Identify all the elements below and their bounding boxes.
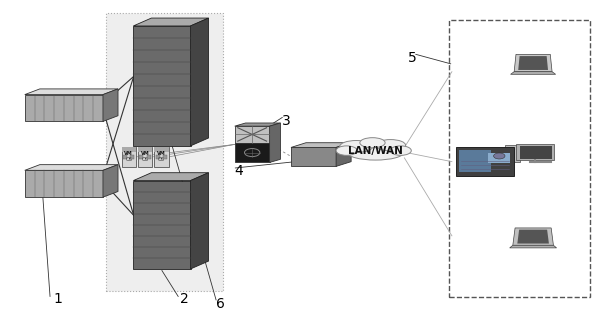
Bar xyxy=(154,147,169,167)
Text: 1: 1 xyxy=(54,292,62,306)
Polygon shape xyxy=(511,72,556,74)
Polygon shape xyxy=(25,89,118,94)
Polygon shape xyxy=(133,181,191,269)
Bar xyxy=(122,147,136,167)
Text: OS: OS xyxy=(158,157,165,162)
Ellipse shape xyxy=(376,139,406,151)
Polygon shape xyxy=(133,26,191,146)
Bar xyxy=(138,147,153,152)
Text: VM: VM xyxy=(140,151,150,156)
Polygon shape xyxy=(510,245,557,248)
Bar xyxy=(520,146,552,158)
Polygon shape xyxy=(235,143,270,162)
Polygon shape xyxy=(133,18,209,26)
Polygon shape xyxy=(25,170,103,197)
Polygon shape xyxy=(291,143,351,147)
Bar xyxy=(516,144,554,160)
Polygon shape xyxy=(518,56,548,70)
Polygon shape xyxy=(235,123,280,126)
Bar xyxy=(505,145,520,162)
Ellipse shape xyxy=(390,146,411,155)
Bar xyxy=(130,155,134,159)
Circle shape xyxy=(494,153,505,159)
Bar xyxy=(106,13,223,291)
Polygon shape xyxy=(103,165,118,197)
Polygon shape xyxy=(336,143,351,166)
Polygon shape xyxy=(191,18,209,146)
Polygon shape xyxy=(25,94,103,121)
Text: 6: 6 xyxy=(216,297,225,311)
Polygon shape xyxy=(513,228,554,245)
Ellipse shape xyxy=(360,138,385,148)
Text: LAN/WAN: LAN/WAN xyxy=(348,146,403,156)
Bar xyxy=(449,20,590,297)
Bar xyxy=(123,155,127,159)
Text: OS: OS xyxy=(125,157,132,162)
Bar xyxy=(154,147,169,152)
Bar xyxy=(456,147,514,176)
Polygon shape xyxy=(235,126,270,143)
Polygon shape xyxy=(191,173,209,269)
Text: 4: 4 xyxy=(234,164,242,178)
Bar xyxy=(138,147,153,167)
Text: OS: OS xyxy=(142,157,148,162)
Text: VM: VM xyxy=(157,151,166,156)
Polygon shape xyxy=(103,89,118,121)
Bar xyxy=(488,153,510,163)
Polygon shape xyxy=(291,147,336,166)
Bar xyxy=(122,147,136,152)
Ellipse shape xyxy=(336,146,357,155)
Text: 3: 3 xyxy=(282,113,291,128)
Ellipse shape xyxy=(347,144,404,160)
Bar xyxy=(156,155,160,159)
Polygon shape xyxy=(25,165,118,170)
Polygon shape xyxy=(517,230,549,243)
Text: 5: 5 xyxy=(408,50,417,64)
Polygon shape xyxy=(270,123,280,162)
Bar xyxy=(139,155,144,159)
Polygon shape xyxy=(514,54,552,72)
Polygon shape xyxy=(133,173,209,181)
Ellipse shape xyxy=(339,140,373,152)
Text: 2: 2 xyxy=(180,292,189,306)
Bar xyxy=(163,155,167,159)
Text: VM: VM xyxy=(124,151,133,156)
Bar xyxy=(147,155,151,159)
Bar xyxy=(459,150,491,172)
